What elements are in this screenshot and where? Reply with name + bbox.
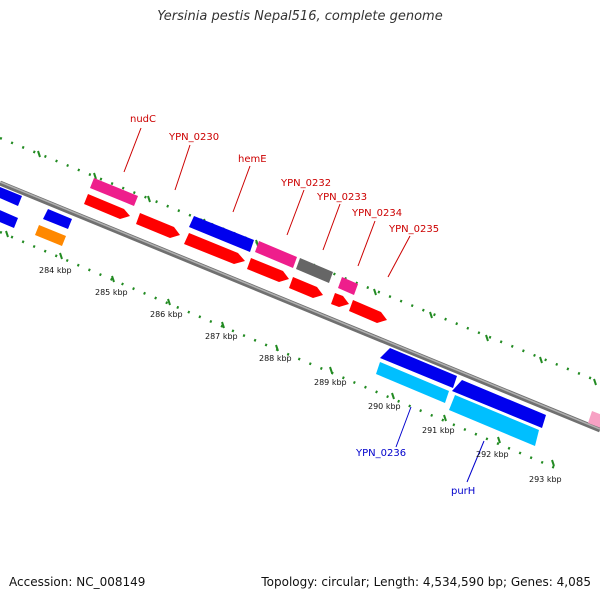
gene-feature: [449, 395, 539, 446]
gene-feature: [184, 233, 245, 264]
gene-YPN_0236: [380, 348, 457, 388]
label-YPN_0232: YPN_0232: [280, 178, 331, 189]
label-YPN_0230: YPN_0230: [168, 132, 219, 143]
label-purH: purH: [451, 486, 475, 497]
map-title: Yersinia pestis Nepal516, complete genom…: [157, 9, 443, 24]
reverse-strand-genes: [0, 209, 546, 446]
tick-label-286: 286 kbp: [150, 310, 183, 319]
gene-YPN_0235: [349, 300, 387, 323]
tick-label-285: 285 kbp: [95, 288, 128, 297]
label-YPN_0235: YPN_0235: [388, 224, 439, 235]
genome-summary-text: Topology: circular; Length: 4,534,590 bp…: [261, 575, 591, 589]
gene-feature: [588, 411, 600, 428]
gene-feature: [331, 293, 349, 307]
gene-YPN_0233: [296, 258, 333, 283]
genome-backbone: [0, 180, 600, 433]
gene-feature: [247, 258, 289, 282]
gene-nudC: [90, 178, 138, 206]
label-hemE: hemE: [238, 154, 267, 165]
tick-label-292: 292 kbp: [476, 450, 509, 459]
inner-track-ticks: [5, 230, 555, 467]
label-nudC: nudC: [130, 114, 156, 125]
gene-YPN_0234: [338, 277, 358, 295]
inner-dotted-track: [0, 230, 561, 472]
forward-strand-genes: [0, 178, 600, 428]
gene-feature: [0, 187, 22, 206]
tick-label-290: 290 kbp: [368, 402, 401, 411]
tick-label-287: 287 kbp: [205, 332, 238, 341]
label-connectors: [123, 127, 485, 483]
tick-label-288: 288 kbp: [259, 354, 292, 363]
gene-feature: [35, 225, 66, 246]
genome-backbone-highlight: [0, 181, 600, 430]
gene-purH: [452, 380, 546, 428]
gene-YPN_0232: [255, 241, 297, 268]
tick-label-289: 289 kbp: [314, 378, 347, 387]
gene-hemE: [189, 216, 254, 252]
forward-strand-genes-row2: [84, 194, 387, 323]
label-YPN_0234: YPN_0234: [351, 208, 402, 219]
label-YPN_0236: YPN_0236: [355, 448, 406, 459]
tick-label-284: 284 kbp: [39, 266, 72, 275]
gene-feature: [289, 277, 323, 298]
gene-YPN_0230: [136, 213, 180, 238]
tick-label-293: 293 kbp: [529, 475, 562, 484]
gene-feature: [43, 209, 72, 229]
gene-feature: [0, 210, 18, 228]
accession-text: Accession: NC_008149: [9, 575, 146, 589]
tick-label-291: 291 kbp: [422, 426, 455, 435]
gene-feature: [376, 362, 449, 403]
label-YPN_0233: YPN_0233: [316, 192, 367, 203]
gene-feature: [84, 194, 130, 219]
